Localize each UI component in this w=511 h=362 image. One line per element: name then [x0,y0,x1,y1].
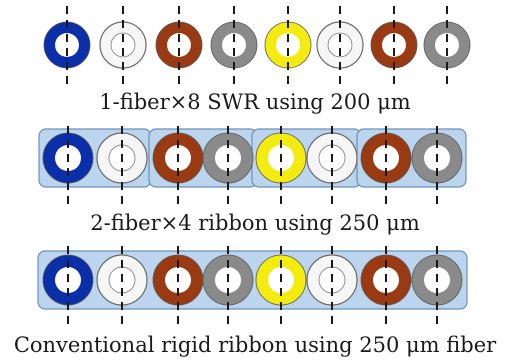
fiber-blue-1-1 [43,21,91,69]
fiber-cladding [222,33,246,57]
caption-swr: 1-fiber×8 SWR using 200 μm [99,90,411,114]
fiber-cladding [435,33,459,57]
fiber-gray-1-4 [210,21,258,69]
fiber-brown-1-3 [155,21,203,69]
fiber-gray-1-8 [423,21,471,69]
caption-conventional-ribbon: Conventional rigid ribbon using 250 μm f… [14,333,497,357]
fiber-layer [42,21,471,306]
fiber-cladding [327,32,353,58]
fiber-white-1-6 [316,21,364,69]
fiber-cladding [382,33,406,57]
fiber-brown-1-7 [370,21,418,69]
fiber-white-1-2 [99,21,147,69]
fiber-cladding [276,33,300,57]
fiber-cladding [110,32,136,58]
fiber-yellow-1-5 [264,21,312,69]
fiber-cladding [167,33,191,57]
caption-2-fiber-ribbon: 2-fiber×4 ribbon using 250 μm [90,211,420,235]
fiber-cladding [55,33,79,57]
